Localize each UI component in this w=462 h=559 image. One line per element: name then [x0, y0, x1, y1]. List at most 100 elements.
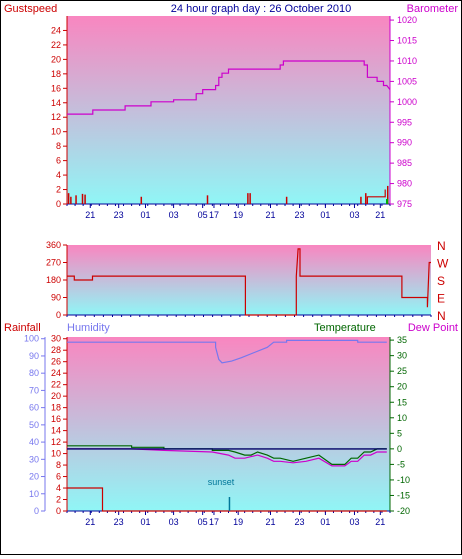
y-tick-label: 20 [397, 382, 407, 392]
y-tick-label: 10 [51, 127, 61, 137]
y-tick-label: 270 [46, 258, 61, 268]
y-tick-label: 14 [51, 98, 61, 108]
y-tick-label: 70 [29, 385, 39, 395]
x-tick-label: 01 [140, 517, 150, 527]
y-tick-label: 16 [51, 414, 61, 424]
gust-pressure-panel: 21 23 01 03 05 17 19 21 23 01 03 210246810121416182… [51, 15, 417, 220]
y-tick-label: 18 [51, 69, 61, 79]
y-tick-label: 25 [397, 366, 407, 376]
y-tick-label: 0 [34, 506, 39, 516]
y-tick-label: 26 [51, 357, 61, 367]
y-tick-label: 20 [29, 472, 39, 482]
x-tick-label: 23 [295, 210, 305, 220]
wind-direction-line [67, 248, 431, 316]
y-tick-label: 12 [51, 112, 61, 122]
plot-area [67, 245, 431, 315]
x-tick-label: 17 [209, 210, 219, 220]
y-tick-label: 8 [56, 141, 61, 151]
y-tick-label: 60 [29, 403, 39, 413]
y-tick-label: 30 [397, 351, 407, 361]
y-tick-label: 1000 [397, 97, 417, 107]
y-tick-label: 30 [51, 334, 61, 344]
y-tick-label: 10 [397, 413, 407, 423]
y-tick-label: 985 [397, 158, 412, 168]
x-tick-label: 21 [375, 517, 385, 527]
x-tick-label: 19 [233, 210, 243, 220]
y-tick-label: 2 [56, 185, 61, 195]
y-tick-label: 10 [29, 489, 39, 499]
y-tick-label: 16 [51, 83, 61, 93]
y-tick-label: 4 [56, 170, 61, 180]
y-tick-label: 0 [56, 199, 61, 209]
compass-letter: E [437, 292, 445, 306]
y-tick-label: 80 [29, 368, 39, 378]
y-tick-label: 20 [51, 391, 61, 401]
x-tick-label: 03 [169, 517, 179, 527]
y-tick-label: 990 [397, 138, 412, 148]
x-tick-label: 23 [114, 517, 124, 527]
x-tick-label: 05 [198, 517, 208, 527]
gust-line [366, 189, 386, 204]
y-tick-label: 6 [56, 156, 61, 166]
y-tick-label: 0 [56, 310, 61, 320]
y-tick-label: 24 [51, 368, 61, 378]
x-tick-label: 19 [233, 517, 243, 527]
y-tick-label: 10 [51, 449, 61, 459]
y-tick-label: 90 [51, 293, 61, 303]
y-tick-label: 5 [397, 428, 402, 438]
x-tick-label: 17 [209, 517, 219, 527]
y-tick-label: 28 [51, 345, 61, 355]
pressure-line [67, 60, 391, 115]
y-tick-label: 90 [29, 351, 39, 361]
rain-line [67, 487, 387, 512]
barometer-axis-label: Barometer [407, 3, 459, 15]
y-tick-label: 18 [51, 403, 61, 413]
y-tick-label: 2 [56, 495, 61, 505]
y-tick-label: 14 [51, 426, 61, 436]
y-tick-label: 20 [51, 54, 61, 64]
y-tick-label: 1015 [397, 36, 417, 46]
compass-letter: N [437, 309, 446, 323]
y-tick-label: 6 [56, 472, 61, 482]
y-tick-label: 8 [56, 460, 61, 470]
y-tick-label: 30 [29, 454, 39, 464]
y-tick-label: 40 [29, 437, 39, 447]
x-tick-label: 21 [85, 517, 95, 527]
plot-area [67, 337, 390, 511]
y-tick-label: 15 [397, 397, 407, 407]
x-tick-label: 01 [320, 517, 330, 527]
x-tick-label: 23 [295, 517, 305, 527]
y-tick-label: 980 [397, 179, 412, 189]
y-tick-label: 1020 [397, 15, 417, 25]
temp-humidity-panel: 21 23 01 03 05 17 19 21 23 01 03 210246810121416182… [24, 334, 410, 527]
x-tick-label: 23 [114, 210, 124, 220]
x-tick-label: 21 [85, 210, 95, 220]
temperature-axis-label: Temperature [314, 322, 376, 334]
y-tick-label: 22 [51, 40, 61, 50]
x-tick-label: 01 [320, 210, 330, 220]
y-tick-label: 100 [24, 334, 39, 344]
y-tick-label: 0 [56, 506, 61, 516]
graph-title: 24 hour graph day : 26 October 2010 [171, 3, 351, 15]
x-tick-label: 03 [349, 210, 359, 220]
humidity-line [67, 339, 387, 364]
y-tick-label: 4 [56, 483, 61, 493]
y-tick-label: 12 [51, 437, 61, 447]
x-tick-label: 21 [375, 210, 385, 220]
compass-letter: S [437, 274, 445, 288]
y-tick-label: 360 [46, 240, 61, 250]
gust-axis-label: Gustspeed [4, 3, 57, 15]
compass-letter: N [437, 239, 446, 253]
x-tick-label: 03 [349, 517, 359, 527]
compass-letter: W [437, 257, 449, 271]
humidity-axis-label: Humidity [67, 322, 110, 334]
sunset-label: sunset [208, 477, 235, 487]
y-tick-label: 180 [46, 275, 61, 285]
y-tick-label: 24 [51, 25, 61, 35]
dewpoint-line [67, 448, 387, 467]
rain-axis-label: Rainfall [4, 322, 41, 334]
x-tick-label: 03 [169, 210, 179, 220]
